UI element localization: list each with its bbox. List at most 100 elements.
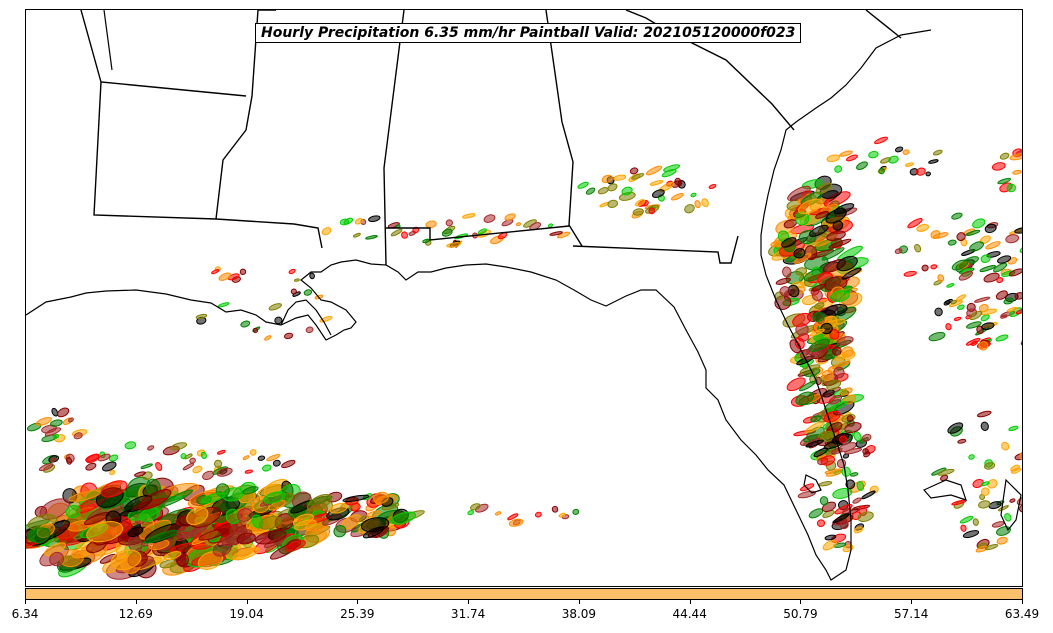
- precip-paintball-blob: [352, 232, 361, 238]
- precip-paintball-blob: [690, 192, 697, 198]
- precip-paintball-blob: [775, 277, 791, 285]
- precip-paintball-blob: [959, 515, 974, 524]
- precip-paintball-blob: [240, 320, 251, 328]
- colorbar-tick: [1022, 600, 1023, 604]
- precip-paintball-blob: [846, 415, 854, 423]
- precip-paintball-blob: [840, 387, 853, 396]
- precip-paintball-blob: [176, 525, 208, 542]
- precip-paintball-blob: [853, 526, 864, 534]
- precip-paintball-blob: [1006, 306, 1018, 312]
- precip-paintball-blob: [805, 439, 824, 448]
- precip-paintball-blob: [988, 501, 1002, 510]
- coastlines: [26, 10, 1022, 581]
- precip-paintball-blob: [821, 247, 845, 261]
- precip-paintball-blob: [808, 338, 830, 352]
- precip-paintball-blob: [984, 223, 997, 234]
- precip-paintball-blob: [425, 220, 437, 229]
- colorbar-tick: [911, 600, 913, 604]
- precip-paintball-blob: [907, 218, 923, 229]
- precip-paintball-blob: [823, 410, 841, 423]
- precip-paintball-blob: [200, 451, 208, 460]
- precip-paintball-blob: [195, 313, 208, 320]
- precip-paintball-blob: [366, 510, 381, 518]
- precip-paintball-blob: [951, 212, 963, 220]
- precip-paintball-blob: [158, 489, 193, 508]
- precip-paintball-blob: [905, 162, 914, 167]
- precip-paintball-blob: [844, 447, 862, 455]
- precip-paintball-blob: [632, 208, 644, 216]
- precip-paintball-blob: [1020, 337, 1022, 344]
- precip-paintball-blob: [1008, 425, 1019, 432]
- precip-paintball-blob: [809, 328, 825, 337]
- precip-paintball-blob: [915, 167, 926, 176]
- precip-paintball-blob: [846, 154, 858, 162]
- precip-paintball-blob: [957, 438, 967, 444]
- precip-paintball-blob: [307, 494, 332, 512]
- colorbar-tick-label: 57.14: [894, 607, 929, 621]
- precip-paintball-blob: [934, 307, 943, 317]
- precip-paintball-blob: [244, 469, 253, 474]
- precip-paintball-blob: [329, 502, 348, 514]
- precip-paintball-blob: [937, 468, 955, 476]
- precip-paintball-blob: [842, 453, 850, 459]
- precip-paintball-blob: [836, 336, 854, 346]
- precip-paintball-blob: [965, 338, 981, 346]
- precip-paintball-blob: [798, 198, 823, 215]
- precip-paintball-blob: [987, 479, 998, 489]
- precip-paintball-blob: [50, 419, 63, 427]
- precip-paintball-blob: [972, 218, 986, 229]
- precip-paintball-blob: [993, 262, 1008, 273]
- precip-paintball-blob: [856, 161, 868, 170]
- precip-paintball-blob: [180, 453, 187, 460]
- precip-paintball-blob: [65, 504, 81, 519]
- precip-paintball-blob: [186, 507, 209, 526]
- precip-paintball-blob: [663, 164, 681, 172]
- precip-paintball-blob: [834, 353, 848, 362]
- precip-paintball-blob: [826, 154, 840, 163]
- precip-paintball-blob: [258, 515, 282, 530]
- border-ms-south: [215, 218, 323, 249]
- precip-paintball-blob: [38, 463, 54, 472]
- precip-paintball-blob: [202, 470, 215, 481]
- precip-paintball-blob: [621, 186, 633, 196]
- precip-paintball-blob: [147, 445, 155, 451]
- colorbar-tick: [246, 600, 248, 604]
- precip-paintball-blob: [824, 304, 848, 316]
- precip-paintball-blob: [972, 478, 984, 489]
- precip-paintball-blob: [844, 422, 862, 434]
- precip-paintball-blob: [852, 497, 862, 504]
- precip-paintball-blob: [236, 532, 256, 545]
- precip-paintball-blob: [953, 316, 962, 321]
- map-canvas: [26, 10, 1022, 581]
- precip-paintball-blob: [928, 159, 939, 164]
- precip-paintball-blob: [1019, 503, 1022, 513]
- precip-paintball-blob: [649, 180, 664, 186]
- precip-paintball-blob: [861, 433, 872, 442]
- precip-paintball-blob: [140, 463, 153, 469]
- precip-paintball-blob: [390, 228, 403, 237]
- colorbar-tick: [689, 600, 691, 604]
- precip-paintball-blob: [163, 551, 182, 561]
- precip-paintball-blob: [894, 146, 904, 153]
- precip-paintball-blob: [826, 379, 842, 391]
- precip-paintball-blob: [997, 505, 1009, 512]
- precip-paintball-blob: [958, 270, 974, 281]
- precip-paintball-blob: [652, 189, 665, 198]
- precip-paintball-blob: [470, 503, 481, 511]
- precip-paintball-blob: [983, 462, 996, 470]
- precip-paintball-blob: [932, 149, 943, 156]
- colorbar: [25, 588, 1023, 600]
- precip-paintball-blob: [305, 326, 314, 334]
- precip-paintball-blob: [815, 182, 833, 195]
- map-panel: Hourly Precipitation 6.35 mm/hr Paintbal…: [25, 9, 1023, 587]
- precip-paintball-blob: [794, 337, 805, 350]
- precip-paintball-blob: [342, 494, 370, 503]
- precip-paintball-blob: [828, 238, 852, 249]
- colorbar-tick-label: 19.04: [229, 607, 264, 621]
- precip-paintball-blob: [826, 230, 846, 242]
- precip-paintball-blob: [903, 270, 917, 277]
- colorbar-tick-label: 12.69: [118, 607, 153, 621]
- precip-paintball-blob: [237, 508, 253, 522]
- precip-paintball-blob: [66, 457, 73, 465]
- precip-paintball-blob: [833, 366, 845, 379]
